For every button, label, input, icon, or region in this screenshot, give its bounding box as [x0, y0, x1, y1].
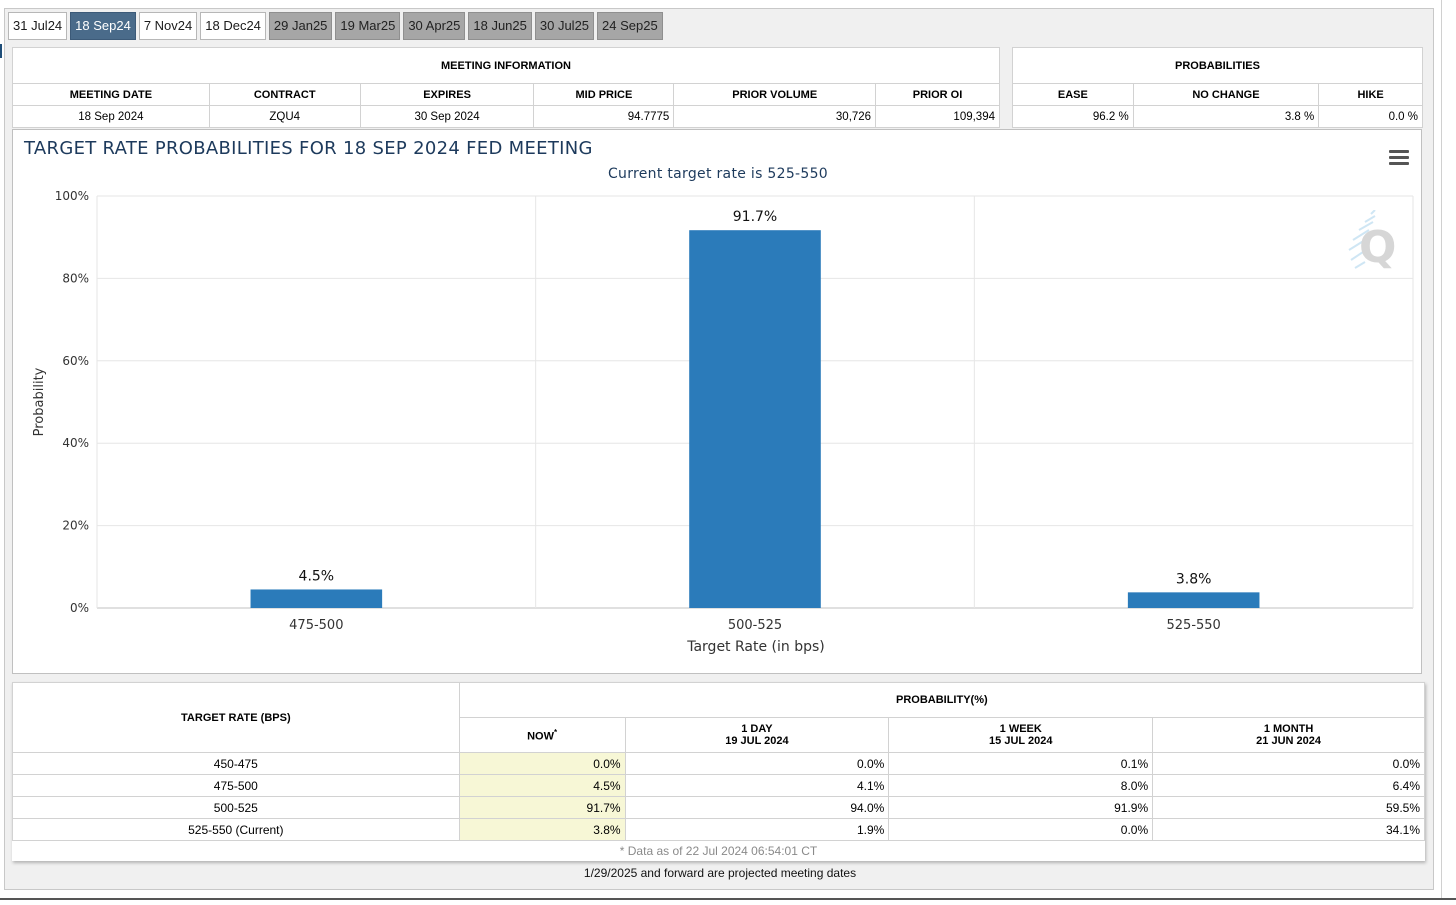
target-rate-chart-panel: TARGET RATE PROBABILITIES FOR 18 SEP 202… [12, 129, 1422, 674]
header-no-change: NO CHANGE [1132, 83, 1320, 106]
x-tick-label: 475-500 [289, 618, 343, 633]
window-scroll-edge [1441, 0, 1456, 905]
now-cell: 4.5% [458, 774, 626, 797]
header-ease: EASE [1012, 83, 1134, 106]
quikstrike-q-logo-icon: Q [1348, 210, 1396, 273]
chart-subtitle: Current target rate is 525-550 [607, 166, 829, 182]
y-tick-label: 100% [55, 189, 89, 203]
meeting-date-value: 18 Sep 2024 [12, 105, 210, 128]
y-tick-label: 40% [62, 436, 89, 450]
tab-18-dec24[interactable]: 18 Dec24 [200, 12, 266, 40]
bar-500-525[interactable] [689, 230, 821, 609]
left-edge-marker [0, 44, 2, 58]
header-mid-price: MID PRICE [533, 83, 675, 106]
y-tick-label: 80% [62, 271, 89, 285]
x-tick-label: 500-525 [728, 618, 782, 633]
one-month-cell: 34.1% [1152, 818, 1425, 841]
tab-30-apr25[interactable]: 30 Apr25 [403, 12, 466, 40]
probabilities-summary-table: PROBABILITIES EASE NO CHANGE HIKE 96.2 %… [1012, 47, 1423, 128]
one-day-cell: 1.9% [624, 818, 890, 841]
y-tick-label: 0% [70, 601, 89, 615]
now-cell: 0.0% [458, 752, 626, 775]
bar-chart-svg: 0%20%40%60%80%100%475-500 500-525 525-550 … [32, 189, 1414, 655]
meeting-information-table: MEETING INFORMATION MEETING DATE CONTRAC… [12, 47, 1000, 128]
fedwatch-frame: 31 Jul24 18 Sep24 7 Nov24 18 Dec24 29 Ja… [4, 8, 1434, 890]
bar-data-label: 4.5% [299, 568, 335, 584]
table-row: 525-550 (Current) 3.8% 1.9% 0.0% 34.1% [12, 818, 1425, 841]
table-row: 475-500 4.5% 4.1% 8.0% 6.4% [12, 774, 1425, 797]
header-expires: EXPIRES [359, 83, 535, 106]
header-probability: PROBABILITY(%) [458, 682, 1426, 718]
rate-cell: 475-500 [12, 774, 460, 797]
tab-7-nov24[interactable]: 7 Nov24 [138, 12, 198, 40]
tab-24-sep25[interactable]: 24 Sep25 [597, 12, 663, 40]
header-target-rate: TARGET RATE (BPS) [12, 682, 460, 753]
one-month-cell: 6.4% [1152, 774, 1425, 797]
header-1-month: 1 MONTH 21 JUN 2024 [1152, 717, 1425, 753]
tab-31-jul24[interactable]: 31 Jul24 [8, 12, 68, 40]
x-axis-label: Target Rate (in bps) [686, 639, 825, 655]
expires-value: 30 Sep 2024 [359, 105, 535, 128]
left-edge [0, 0, 4, 905]
tab-18-jun25[interactable]: 18 Jun25 [468, 12, 532, 40]
one-month-cell: 59.5% [1152, 796, 1425, 819]
header-1-week: 1 WEEK 15 JUL 2024 [888, 717, 1154, 753]
tab-18-sep24[interactable]: 18 Sep24 [70, 12, 136, 40]
header-prior-oi: PRIOR OI [875, 83, 1000, 106]
one-week-cell: 91.9% [888, 796, 1154, 819]
header-meeting-date: MEETING DATE [12, 83, 210, 106]
tab-30-jul25[interactable]: 30 Jul25 [534, 12, 595, 40]
prior-oi-value: 109,394 [875, 105, 1000, 128]
header-1-day: 1 DAY 19 JUL 2024 [624, 717, 890, 753]
bar-data-label: 91.7% [733, 209, 777, 225]
prior-volume-value: 30,726 [673, 105, 877, 128]
header-hike: HIKE [1318, 83, 1423, 106]
one-week-cell: 0.1% [888, 752, 1154, 775]
probabilities-title: PROBABILITIES [1012, 47, 1423, 84]
x-tick-label: 525-550 [1167, 618, 1221, 633]
one-week-cell: 0.0% [888, 818, 1154, 841]
table-row: 450-475 0.0% 0.0% 0.1% 0.0% [12, 752, 1425, 775]
bar-data-label: 3.8% [1176, 571, 1212, 587]
bar-475-500[interactable] [250, 589, 383, 608]
mid-price-value: 94.7775 [533, 105, 675, 128]
tab-29-jan25[interactable]: 29 Jan25 [268, 12, 333, 40]
header-contract: CONTRACT [208, 83, 361, 106]
chart-title: TARGET RATE PROBABILITIES FOR 18 SEP 202… [24, 138, 593, 159]
y-tick-label: 60% [62, 354, 89, 368]
now-cell: 91.7% [458, 796, 626, 819]
one-month-cell: 0.0% [1152, 752, 1425, 775]
tab-19-mar25[interactable]: 19 Mar25 [335, 12, 401, 40]
bar-525-550[interactable] [1127, 592, 1260, 608]
rate-cell: 450-475 [12, 752, 460, 775]
rate-cell: 500-525 [12, 796, 460, 819]
one-day-cell: 94.0% [624, 796, 890, 819]
svg-text:Q: Q [1359, 222, 1396, 273]
meeting-information-title: MEETING INFORMATION [12, 47, 1000, 84]
contract-value: ZQU4 [208, 105, 361, 128]
now-cell: 3.8% [458, 818, 626, 841]
meeting-date-tabs: 31 Jul24 18 Sep24 7 Nov24 18 Dec24 29 Ja… [8, 12, 663, 41]
hamburger-menu-icon[interactable] [1389, 150, 1409, 166]
bottom-edge [0, 898, 1456, 905]
table-row: 500-525 91.7% 94.0% 91.9% 59.5% [12, 796, 1425, 819]
header-prior-volume: PRIOR VOLUME [673, 83, 877, 106]
probability-history-table: TARGET RATE (BPS) PROBABILITY(%) NOW* 1 … [12, 682, 1426, 861]
ease-value: 96.2 % [1012, 105, 1134, 128]
no-change-value: 3.8 % [1132, 105, 1320, 128]
y-tick-label: 20% [62, 519, 89, 533]
one-week-cell: 8.0% [888, 774, 1154, 797]
hike-value: 0.0 % [1318, 105, 1423, 128]
one-day-cell: 4.1% [624, 774, 890, 797]
y-axis-label: Probability [32, 367, 47, 436]
projected-dates-note: 1/29/2025 and forward are projected meet… [583, 866, 857, 880]
rate-cell: 525-550 (Current) [12, 818, 460, 841]
data-timestamp-note: * Data as of 22 Jul 2024 06:54:01 CT [619, 843, 818, 858]
header-now: NOW* [458, 717, 626, 753]
one-day-cell: 0.0% [624, 752, 890, 775]
